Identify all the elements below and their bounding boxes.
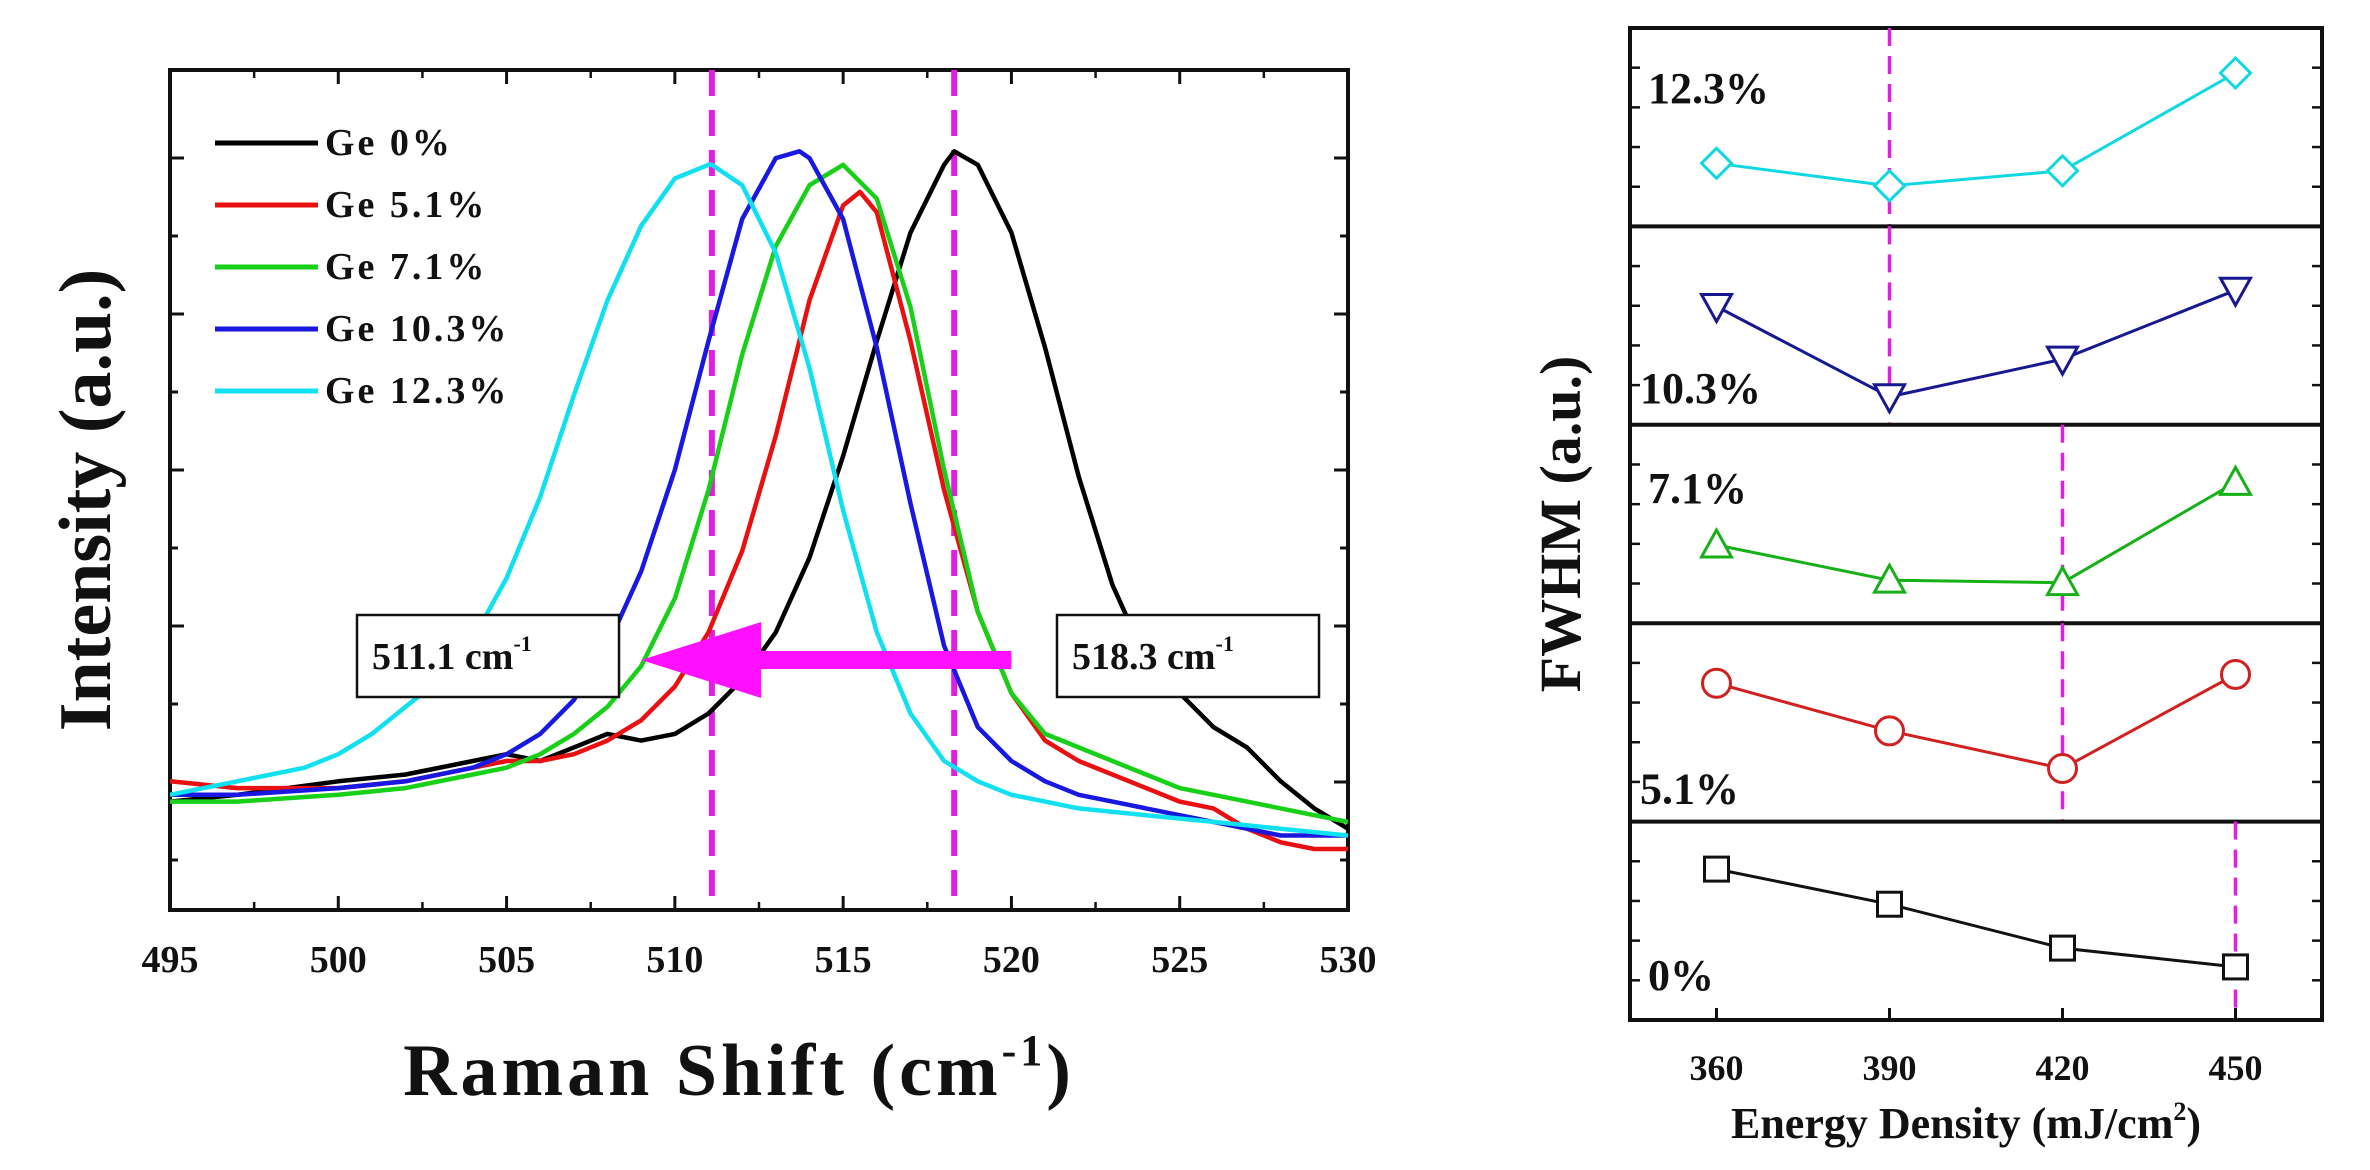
peak-label-right: 518.3 cm-1 [1072, 631, 1234, 678]
peak-label-left-main: 511.1 cm [372, 636, 513, 678]
data-point [2220, 658, 2251, 690]
fwhm-x-tick-label: 450 [2209, 1048, 2263, 1088]
panel-series-line [1716, 71, 2237, 188]
x-tick-label: 495 [142, 939, 199, 981]
legend-label: Ge 5.1% [325, 184, 487, 226]
data-point [2045, 153, 2080, 188]
peak-label-right-box [1055, 613, 1321, 699]
legend-label: Ge 0% [325, 122, 453, 164]
fwhm-x-axis-label-main: Energy Density (mJ/cm [1731, 1099, 2173, 1148]
data-point [2044, 345, 2081, 378]
data-point [1699, 146, 1734, 181]
panel-label: 7.1% [1648, 464, 1747, 513]
panel-label: 5.1% [1640, 765, 1739, 814]
fwhm-frame [1628, 26, 2324, 1022]
panel-series-line [1715, 288, 2237, 399]
fwhm-x-axis-label: Energy Density (mJ/cm2) [1731, 1097, 2201, 1148]
legend-label: Ge 10.3% [325, 308, 509, 350]
fwhm-panel: 10.3% [1630, 224, 2322, 425]
x-axis-label-sup: -1 [1002, 1026, 1047, 1075]
data-point [1698, 293, 1735, 325]
series-line [170, 149, 1348, 838]
panel-label: 0% [1648, 951, 1714, 1000]
panel-label: 10.3% [1640, 364, 1761, 413]
fwhm-panel: 0% [1630, 819, 2322, 1020]
peak-label-left-sup: -1 [513, 631, 531, 656]
peak-label-left: 511.1 cm-1 [372, 631, 532, 678]
x-tick-label: 500 [310, 939, 367, 981]
fwhm-x-axis-label-sup: 2 [2173, 1097, 2186, 1126]
series-line [170, 189, 1348, 852]
legend-label: Ge 12.3% [325, 370, 509, 412]
x-tick-label: 525 [1151, 939, 1208, 981]
series-line [170, 162, 1348, 838]
fwhm-x-tick-label: 360 [1690, 1048, 1744, 1088]
shift-arrow-head [641, 622, 762, 698]
fwhm-panel: 5.1% [1630, 621, 2322, 822]
data-point [1871, 562, 1908, 594]
x-axis-label-close: ) [1046, 1030, 1075, 1112]
data-point [2217, 276, 2254, 309]
fwhm-x-tick-label: 420 [2036, 1048, 2090, 1088]
fwhm-panel: 7.1% [1630, 422, 2322, 624]
data-point [1703, 855, 1730, 883]
peak-label-right-main: 518.3 cm [1072, 636, 1216, 678]
data-point [1876, 890, 1903, 918]
data-point [2222, 953, 2249, 981]
data-point [2047, 753, 2078, 785]
x-axis-label-main: Raman Shift (cm [403, 1030, 1002, 1112]
peak-label-right-sup: -1 [1216, 631, 1234, 656]
x-tick-label: 510 [646, 939, 703, 981]
panel-series-line [1716, 673, 2237, 771]
peak-label-left-box [355, 613, 621, 699]
data-point [1698, 526, 1735, 559]
data-point [2217, 464, 2254, 496]
y-axis-label: Intensity (a.u.) [45, 269, 127, 732]
panel-series-line [1716, 481, 2237, 585]
x-tick-label: 505 [478, 939, 535, 981]
fwhm-x-axis-label-close: ) [2186, 1099, 2201, 1148]
data-point [1701, 667, 1732, 699]
fwhm-x-tick-label: 390 [1863, 1048, 1917, 1088]
fwhm-y-axis-label: FWHM (a.u.) [1528, 356, 1593, 693]
data-point [2218, 55, 2253, 91]
data-point [2049, 934, 2076, 962]
panel-series-line [1716, 867, 2236, 969]
panel-label: 12.3% [1648, 64, 1769, 113]
x-tick-label: 530 [1320, 939, 1377, 981]
series-line [170, 162, 1348, 825]
x-tick-label: 515 [815, 939, 872, 981]
data-point [1872, 168, 1907, 203]
x-axis-label: Raman Shift (cm-1) [403, 1026, 1075, 1112]
x-tick-label: 520 [983, 939, 1040, 981]
legend-label: Ge 7.1% [325, 246, 487, 288]
data-point [1871, 383, 1908, 415]
data-point [1874, 715, 1905, 747]
fwhm-panel: 12.3% [1630, 28, 2322, 227]
data-point [2044, 564, 2081, 597]
